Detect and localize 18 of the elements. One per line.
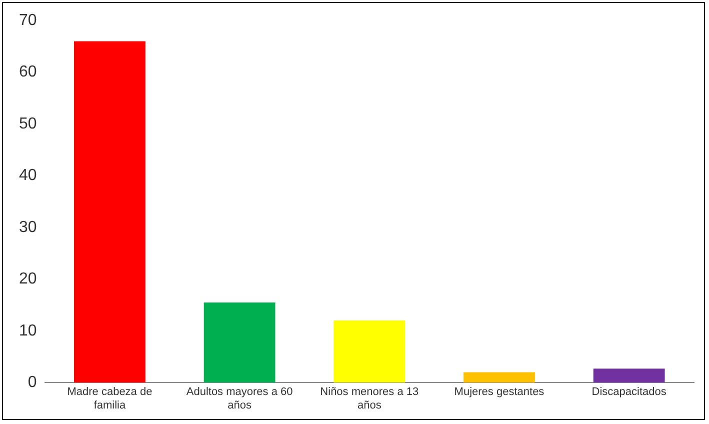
y-tick-label: 40 (19, 167, 37, 184)
bar (74, 41, 146, 383)
bar (204, 302, 276, 383)
x-tick-label: Mujeres gestantes (454, 386, 545, 398)
x-tick-label: Niños menores a 13 años (320, 386, 419, 412)
y-tick-label: 10 (19, 322, 37, 340)
y-tick-label: 70 (19, 12, 37, 30)
y-tick-label: 20 (19, 270, 37, 288)
bar (593, 368, 665, 383)
y-tick-label: 30 (19, 218, 37, 236)
y-tick-label: 0 (28, 374, 37, 392)
x-tick-label: Discapacitados (592, 386, 667, 398)
bar (334, 320, 406, 383)
y-tick-label: 60 (19, 64, 37, 81)
bar (464, 372, 535, 383)
y-tick-label: 50 (19, 115, 37, 132)
x-tick-label: Adultos mayores a 60 años (186, 386, 293, 412)
x-tick-label: Madre cabeza de familia (67, 386, 152, 412)
